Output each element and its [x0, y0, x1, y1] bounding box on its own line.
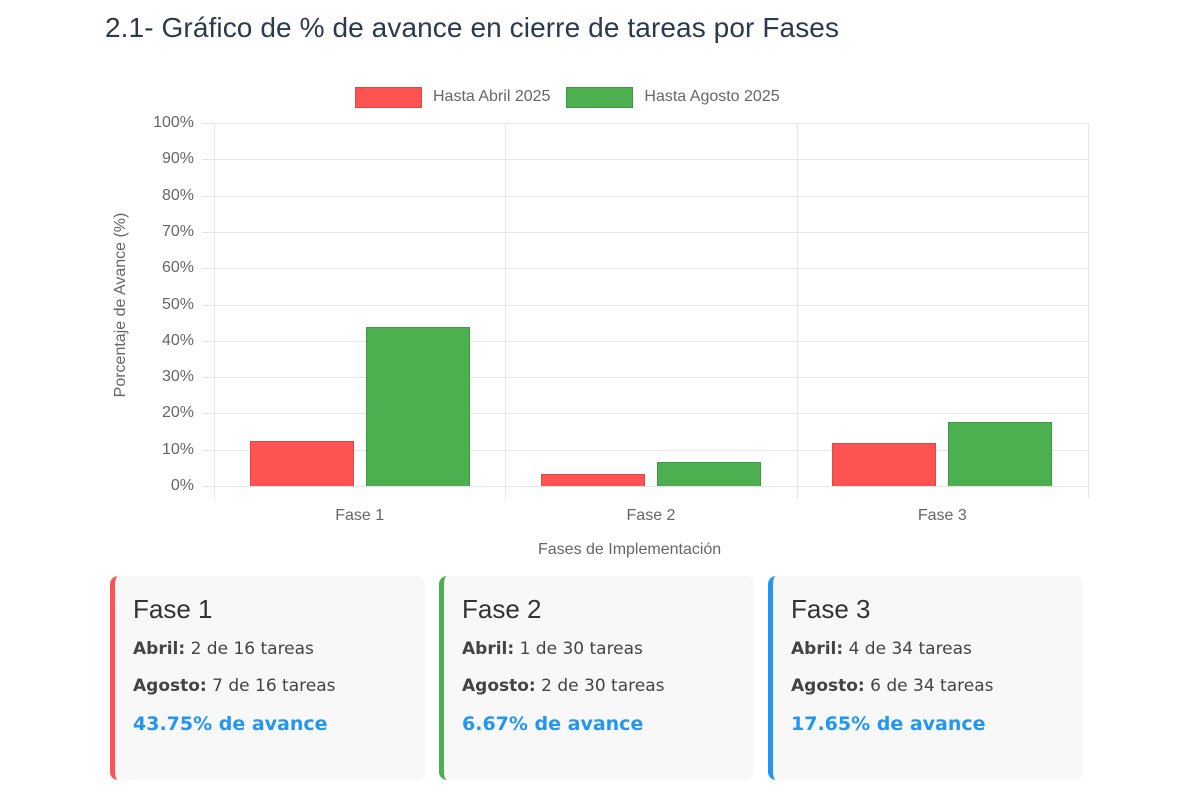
gridline	[202, 123, 1088, 124]
gridline	[202, 340, 1088, 342]
bar-chart: Hasta Abril 2025 Hasta Agosto 2025 Porce…	[112, 86, 1089, 558]
y-tick-label: 60%	[161, 259, 194, 277]
legend-label-abril: Hasta Abril 2025	[433, 88, 551, 105]
y-axis-title: Porcentaje de Avance (%)	[112, 212, 129, 398]
card-abril-value: 1 de 30 tareas	[514, 639, 643, 659]
bar-fase-2-agosto[interactable]	[657, 461, 761, 486]
bar-fase-1-agosto[interactable]	[365, 327, 470, 486]
legend-label-agosto: Hasta Agosto 2025	[644, 88, 780, 105]
gridline	[202, 449, 1088, 451]
card-agosto-label: Agosto:	[462, 676, 536, 696]
plot-area: 0% 10% 20% 30% 40% 50% 60% 70% 80% 90% 100% Fase 1 F…	[153, 114, 1089, 524]
vertical-gridline	[1088, 123, 1089, 498]
y-tick-label: 40%	[161, 331, 194, 349]
vertical-gridline	[214, 123, 215, 498]
x-tick-label: Fase 3	[917, 507, 967, 524]
chart-legend: Hasta Abril 2025 Hasta Agosto 2025	[355, 86, 796, 108]
y-tick-label: 50%	[161, 295, 194, 313]
card-abril-value: 4 de 34 tareas	[843, 639, 972, 659]
x-axis-title: Fases de Implementación	[538, 541, 722, 558]
bar-fase-2-abril[interactable]	[541, 473, 645, 486]
phase-card-2: Fase 2 Abril: 1 de 30 tareas Agosto: 2 d…	[439, 576, 754, 780]
y-tick-label: 10%	[161, 440, 194, 458]
phase-card-1: Fase 1 Abril: 2 de 16 tareas Agosto: 7 d…	[110, 576, 425, 780]
card-agosto-value: 2 de 30 tareas	[535, 676, 665, 696]
card-progress: 43.75% de avance	[133, 713, 328, 735]
vertical-gridline	[505, 123, 507, 498]
card-abril-line: Abril: 2 de 16 tareas	[133, 639, 425, 659]
gridline	[202, 486, 1088, 487]
y-tick-label: 30%	[161, 368, 194, 386]
gridline	[202, 413, 1088, 415]
gridline	[202, 231, 1088, 233]
bar-fase-1-abril[interactable]	[249, 440, 354, 486]
x-tick-label: Fase 1	[335, 507, 385, 524]
card-abril-value: 2 de 16 tareas	[185, 639, 314, 659]
x-tick-label: Fase 2	[626, 507, 676, 524]
card-abril-label: Abril:	[133, 639, 186, 659]
y-tick-label: 0%	[170, 477, 194, 494]
bar-fase-3-abril[interactable]	[832, 443, 937, 486]
bar-fase-3-agosto[interactable]	[948, 421, 1053, 486]
card-agosto-value: 7 de 16 tareas	[206, 676, 336, 696]
gridline	[202, 377, 1088, 379]
card-abril-label: Abril:	[791, 639, 844, 659]
y-tick-label: 80%	[161, 186, 194, 204]
card-agosto-line: Agosto: 7 de 16 tareas	[133, 676, 425, 696]
gridline	[202, 159, 1088, 161]
legend-swatch-agosto	[566, 86, 634, 108]
card-title: Fase 3	[791, 594, 871, 624]
card-agosto-line: Agosto: 6 de 34 tareas	[791, 676, 1083, 696]
y-tick-label: 20%	[161, 404, 194, 422]
legend-item-abril[interactable]: Hasta Abril 2025	[355, 86, 551, 108]
phase-card-3: Fase 3 Abril: 4 de 34 tareas Agosto: 6 d…	[768, 576, 1083, 780]
card-progress: 6.67% de avance	[462, 713, 644, 735]
y-tick-label: 70%	[161, 222, 194, 240]
card-agosto-line: Agosto: 2 de 30 tareas	[462, 676, 754, 696]
card-agosto-label: Agosto:	[133, 676, 207, 696]
card-title: Fase 2	[462, 594, 542, 624]
phase-cards: Fase 1 Abril: 2 de 16 tareas Agosto: 7 d…	[110, 576, 1097, 780]
card-abril-label: Abril:	[462, 639, 515, 659]
card-agosto-label: Agosto:	[791, 676, 865, 696]
y-tick-label: 90%	[161, 150, 194, 168]
card-agosto-value: 6 de 34 tareas	[864, 676, 994, 696]
legend-item-agosto[interactable]: Hasta Agosto 2025	[566, 86, 780, 108]
card-abril-line: Abril: 4 de 34 tareas	[791, 639, 1083, 659]
legend-swatch-abril	[355, 86, 422, 108]
card-abril-line: Abril: 1 de 30 tareas	[462, 639, 754, 659]
gridline	[202, 268, 1088, 270]
gridline	[202, 304, 1088, 306]
page-title: 2.1- Gráfico de % de avance en cierre de…	[105, 12, 840, 43]
vertical-gridline	[796, 123, 798, 498]
card-title: Fase 1	[133, 594, 213, 624]
y-tick-label: 100%	[153, 114, 194, 131]
card-progress: 17.65% de avance	[791, 713, 986, 735]
gridline	[202, 195, 1088, 197]
